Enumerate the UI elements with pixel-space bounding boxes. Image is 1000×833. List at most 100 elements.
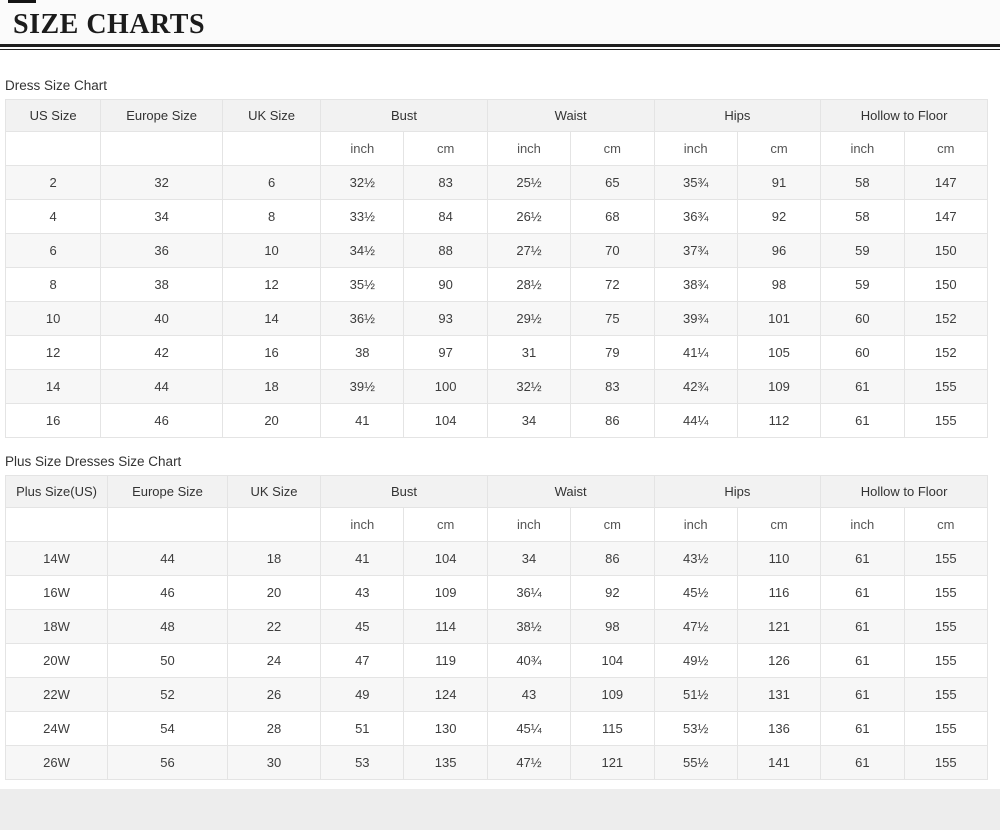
measurement-cell: 72 [570,267,655,302]
measurement-cell: 28½ [486,267,572,302]
measurement-cell: 124 [403,677,488,712]
plus-size-chart-label: Plus Size Dresses Size Chart [5,454,182,469]
measurement-cell: 109 [570,677,655,712]
size-cell: 8 [4,267,102,302]
measurement-cell: 126 [736,643,822,678]
measurement-cell: 56 [107,745,228,780]
measurement-cell: 92 [570,575,655,610]
unit-header: cm [903,507,989,542]
measurement-cell: 47½ [486,745,572,780]
measurement-cell: 39½ [320,369,405,404]
measurement-cell: 41 [320,403,405,438]
measurement-cell: 52 [107,677,228,712]
measurement-cell: 96 [736,233,822,268]
column-header: Plus Size(US) [4,475,109,508]
measurement-cell: 16 [221,335,322,370]
size-cell: 16 [4,403,102,438]
measurement-cell: 32½ [320,165,405,200]
column-header: Hips [653,475,822,508]
measurement-cell: 41 [320,541,405,576]
table-row: 8 38 12 35½ 90 28½ 72 38¾ 98 59 150 [4,267,989,302]
measurement-cell: 155 [903,403,989,438]
table-row: 6 36 10 34½ 88 27½ 70 37¾ 96 59 150 [4,233,989,268]
measurement-cell: 155 [903,643,989,678]
measurement-cell: 20 [226,575,322,610]
size-cell: 6 [4,233,102,268]
measurement-cell: 14 [221,301,322,336]
unit-header: inch [653,507,738,542]
measurement-cell: 48 [107,609,228,644]
measurement-cell: 104 [570,643,655,678]
measurement-cell: 59 [820,267,905,302]
dress-size-table: US Size Europe Size UK Size Bust Waist Hips Ho… [4,99,989,438]
blank-header-cell [226,507,322,542]
measurement-cell: 53 [320,745,405,780]
measurement-cell: 44 [100,369,223,404]
measurement-cell: 41¼ [653,335,738,370]
measurement-cell: 61 [820,575,905,610]
column-header: Europe Size [107,475,228,508]
dress-size-chart-label: Dress Size Chart [5,78,108,93]
measurement-cell: 75 [570,301,655,336]
measurement-cell: 155 [903,609,989,644]
table-row: 14 44 18 39½ 100 32½ 83 42¾ 109 61 155 [4,369,989,404]
blank-header-cell [4,131,102,166]
measurement-cell: 121 [736,609,822,644]
measurement-cell: 33½ [320,199,405,234]
measurement-cell: 109 [736,369,822,404]
measurement-cell: 36¾ [653,199,738,234]
measurement-cell: 98 [570,609,655,644]
measurement-cell: 24 [226,643,322,678]
measurement-cell: 54 [107,711,228,746]
measurement-cell: 79 [570,335,655,370]
measurement-cell: 58 [820,199,905,234]
measurement-cell: 34 [100,199,223,234]
measurement-cell: 150 [903,267,989,302]
measurement-cell: 49½ [653,643,738,678]
measurement-cell: 92 [736,199,822,234]
measurement-cell: 147 [903,199,989,234]
column-header-row: Plus Size(US) Europe Size UK Size Bust Waist… [4,475,988,508]
measurement-cell: 65 [570,165,655,200]
table-row: 14W 44 18 41 104 34 86 43½ 110 61 155 [4,541,989,576]
size-cell: 2 [4,165,102,200]
measurement-cell: 34 [486,541,572,576]
title-divider [0,44,1000,50]
measurement-cell: 114 [403,609,488,644]
measurement-cell: 55½ [653,745,738,780]
size-cell: 26W [4,745,109,780]
table-row: 20W 50 24 47 119 40¾ 104 49½ 126 61 155 [4,643,989,678]
measurement-cell: 6 [221,165,322,200]
column-header: Waist [486,99,655,132]
measurement-cell: 20 [221,403,322,438]
table-row: 12 42 16 38 97 31 79 41¼ 105 60 152 [4,335,989,370]
measurement-cell: 101 [736,301,822,336]
measurement-cell: 31 [486,335,572,370]
unit-header: inch [820,131,905,166]
measurement-cell: 155 [903,541,989,576]
unit-header: inch [486,131,572,166]
measurement-cell: 61 [820,609,905,644]
measurement-cell: 91 [736,165,822,200]
plus-size-table: Plus Size(US) Europe Size UK Size Bust Waist… [4,475,989,780]
measurement-cell: 35¾ [653,165,738,200]
measurement-cell: 49 [320,677,405,712]
measurement-cell: 30 [226,745,322,780]
measurement-cell: 61 [820,677,905,712]
measurement-cell: 61 [820,643,905,678]
size-cell: 14 [4,369,102,404]
unit-header: cm [403,507,488,542]
measurement-cell: 61 [820,745,905,780]
page-title: SIZE CHARTS [0,0,1000,44]
column-header: Waist [486,475,655,508]
unit-header-row: inch cm inch cm inch cm inch cm [4,507,989,542]
measurement-cell: 109 [403,575,488,610]
measurement-cell: 46 [107,575,228,610]
measurement-cell: 36¼ [486,575,572,610]
column-header-row: US Size Europe Size UK Size Bust Waist Hips Ho… [4,99,988,132]
size-cell: 4 [4,199,102,234]
measurement-cell: 141 [736,745,822,780]
table-row: 26W 56 30 53 135 47½ 121 55½ 141 61 155 [4,745,989,780]
measurement-cell: 27½ [486,233,572,268]
measurement-cell: 121 [570,745,655,780]
